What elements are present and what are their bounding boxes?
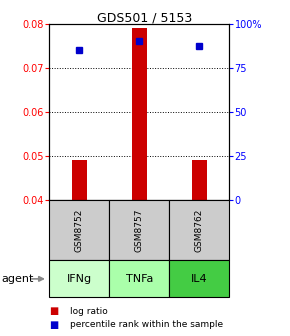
Text: GDS501 / 5153: GDS501 / 5153 (97, 12, 193, 25)
Text: GSM8762: GSM8762 (195, 208, 204, 252)
Text: GSM8757: GSM8757 (135, 208, 144, 252)
Bar (132, 28, 147, 200)
Text: GSM8752: GSM8752 (75, 208, 84, 252)
Text: ■: ■ (49, 320, 59, 330)
Text: agent: agent (1, 274, 34, 284)
Text: log ratio: log ratio (70, 307, 107, 316)
Text: TNFa: TNFa (126, 274, 153, 284)
Text: IFNg: IFNg (67, 274, 92, 284)
Text: ■: ■ (49, 306, 59, 317)
Bar (192, 160, 206, 200)
Text: percentile rank within the sample: percentile rank within the sample (70, 321, 223, 329)
Bar (72, 160, 87, 200)
Text: IL4: IL4 (191, 274, 207, 284)
